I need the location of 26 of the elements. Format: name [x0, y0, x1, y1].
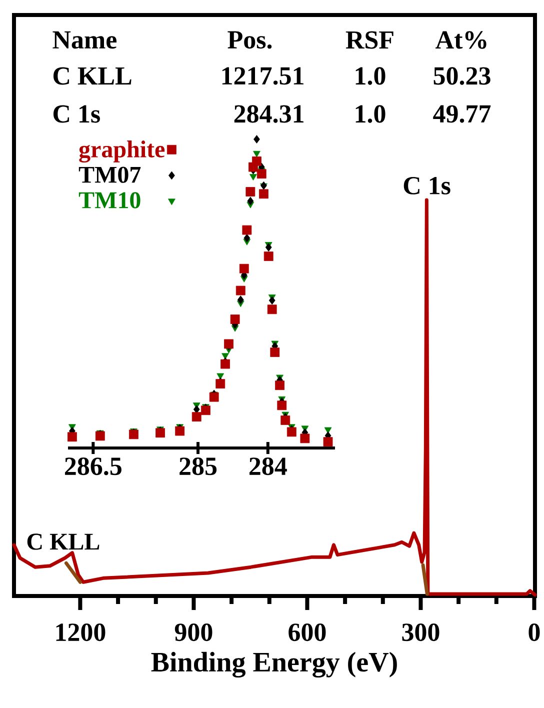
- x-tick-label: 284: [249, 458, 287, 476]
- text: 1217.51: [222, 67, 304, 85]
- legend-label: TM07: [78, 166, 141, 183]
- annotation: C 1s: [404, 176, 450, 194]
- text: 49.77: [433, 105, 491, 123]
- x-tick-label: 600: [288, 624, 326, 642]
- x-tick-label: 286.5: [64, 458, 122, 476]
- legend-label: TM10: [78, 192, 140, 208]
- text: C KLL: [53, 67, 132, 85]
- text: Pos.: [228, 31, 272, 49]
- x-tick-label: 1200: [56, 624, 106, 642]
- x-tick-label: 300: [402, 624, 440, 642]
- text: At%: [436, 31, 486, 49]
- text: 1.0: [356, 67, 386, 85]
- text: RSF: [346, 31, 394, 49]
- legend-label: graphite: [79, 140, 165, 163]
- text: 50.23: [434, 67, 490, 85]
- x-tick-label: 900: [174, 624, 212, 642]
- text: Name: [52, 31, 116, 49]
- annotation: C KLL: [27, 534, 100, 550]
- text: C 1s: [53, 105, 100, 123]
- text: 1.0: [356, 105, 386, 123]
- text: 284.31: [234, 105, 304, 123]
- x-axis-title: Binding Energy (eV): [151, 652, 397, 678]
- x-tick-label: 0: [528, 624, 540, 642]
- x-tick-label: 285: [180, 458, 217, 476]
